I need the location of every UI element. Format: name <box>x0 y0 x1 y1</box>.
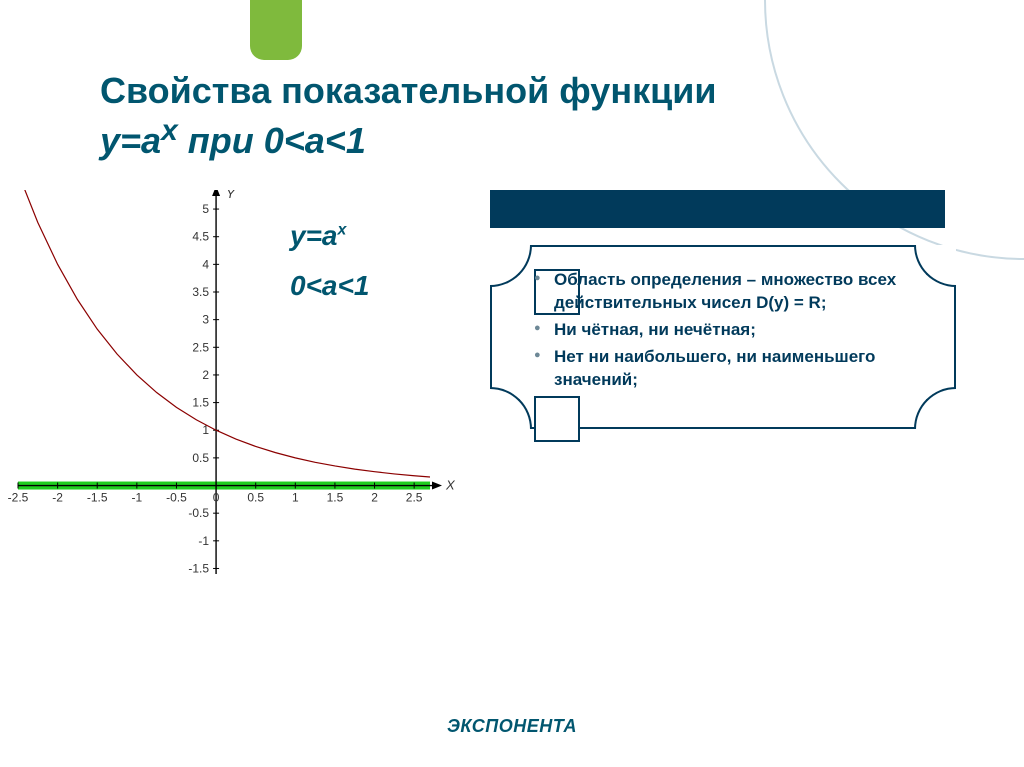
formula-equation: y=ax <box>290 220 369 252</box>
property-item: Ни чётная, ни нечётная; <box>534 319 928 342</box>
chart-svg: -2.5 -2 -1.5 -1 -0.5 0 0.5 1 1.5 2 2.5 -1.5 -1 -0.5 0.… <box>0 190 460 610</box>
svg-text:0.5: 0.5 <box>247 491 264 505</box>
svg-text:2: 2 <box>371 491 378 505</box>
formula-block: y=ax 0<a<1 <box>290 220 369 302</box>
svg-text:-0.5: -0.5 <box>166 491 187 505</box>
properties-header-bar <box>490 190 945 228</box>
slide-title: Свойства показательной функции y=ax при … <box>100 70 964 162</box>
svg-text:-1.5: -1.5 <box>87 491 108 505</box>
properties-list: Область определения – множество всех дей… <box>534 269 928 392</box>
svg-text:-1.5: -1.5 <box>188 561 209 575</box>
svg-text:-0.5: -0.5 <box>188 506 209 520</box>
property-item: Область определения – множество всех дей… <box>534 269 928 315</box>
svg-text:-1: -1 <box>132 491 143 505</box>
box-corner-bl <box>490 387 532 429</box>
svg-text:1.5: 1.5 <box>192 396 209 410</box>
svg-text:4: 4 <box>202 257 209 271</box>
svg-text:0.5: 0.5 <box>192 451 209 465</box>
property-item: Нет ни наибольшего, ни наименьшего значе… <box>534 346 928 392</box>
svg-text:0: 0 <box>213 491 220 505</box>
svg-text:-2.5: -2.5 <box>8 491 29 505</box>
svg-text:-2: -2 <box>52 491 63 505</box>
svg-text:1.5: 1.5 <box>327 491 344 505</box>
svg-text:1: 1 <box>292 491 299 505</box>
exponential-chart: -2.5 -2 -1.5 -1 -0.5 0 0.5 1 1.5 2 2.5 -1.5 -1 -0.5 0.… <box>0 190 460 610</box>
properties-box: Область определения – множество всех дей… <box>490 245 956 429</box>
box-corner-br <box>914 387 956 429</box>
footer-label: ЭКСПОНЕНТА <box>0 716 1024 737</box>
svg-text:3.5: 3.5 <box>192 285 209 299</box>
title-line-1: Свойства показательной функции <box>100 70 964 112</box>
title-line-2: y=ax при 0<a<1 <box>100 114 964 162</box>
svg-text:4.5: 4.5 <box>192 230 209 244</box>
svg-text:Y: Y <box>226 190 236 201</box>
svg-text:5: 5 <box>202 202 209 216</box>
decor-green-bar <box>250 0 302 60</box>
svg-text:2.5: 2.5 <box>406 491 423 505</box>
svg-text:2.5: 2.5 <box>192 340 209 354</box>
svg-text:X: X <box>445 478 456 493</box>
svg-text:2: 2 <box>202 368 209 382</box>
formula-condition: 0<a<1 <box>290 270 369 302</box>
svg-text:3: 3 <box>202 313 209 327</box>
svg-text:-1: -1 <box>198 534 209 548</box>
box-corner-tl <box>490 245 532 287</box>
